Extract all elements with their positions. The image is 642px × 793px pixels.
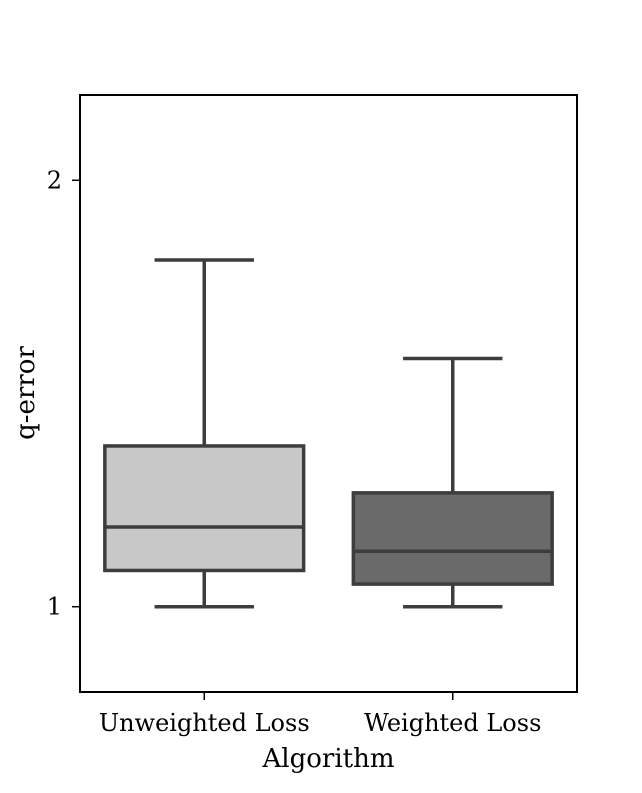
iqr-box: [103, 444, 306, 573]
box-2: [351, 356, 554, 609]
x-axis-label: Algorithm: [262, 744, 395, 774]
boxes: [103, 258, 554, 609]
x-axis: Unweighted Loss Weighted Loss: [99, 692, 541, 737]
x-tick-label: Weighted Loss: [364, 709, 541, 737]
y-axis: 12: [47, 166, 80, 621]
box-1: [103, 258, 306, 609]
y-tick-label: 2: [47, 166, 62, 194]
y-axis-label: q-error: [11, 346, 41, 440]
y-tick-label: 1: [47, 593, 62, 621]
iqr-box: [351, 491, 554, 586]
x-tick-label: Unweighted Loss: [99, 709, 310, 737]
plot-frame: [79, 94, 578, 693]
